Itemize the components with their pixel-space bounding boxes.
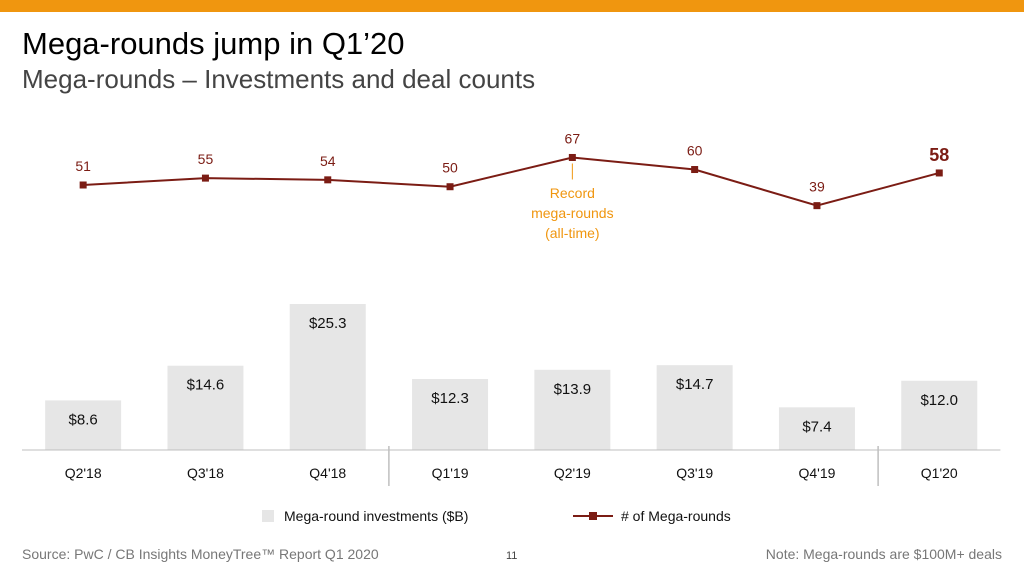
line-marker	[935, 169, 943, 177]
page-number: 11	[506, 550, 518, 562]
bar-value-label: $7.4	[802, 418, 831, 435]
bar	[901, 380, 978, 450]
bar-value-label: $14.6	[187, 377, 225, 394]
bar-value-label: $12.3	[431, 390, 469, 407]
line-value-label: 39	[809, 179, 825, 195]
bar	[167, 365, 244, 450]
line-marker	[201, 174, 209, 182]
x-tick-label: Q3'19	[676, 465, 713, 481]
legend-bar-swatch	[262, 510, 274, 522]
legend-item-investments: Mega-round investments ($B)	[262, 508, 468, 528]
slide-title: Mega-rounds jump in Q1’20	[22, 26, 405, 61]
x-axis: Q2'18 Q3'18 Q4'18 Q1'19 Q2'19 Q3'19 Q4'19 Q1'20	[22, 446, 1001, 486]
legend-label-investments: Mega-round investments ($B)	[284, 508, 469, 524]
annotation-text: (all-time)	[545, 225, 599, 241]
annotation-text: Record	[550, 185, 595, 201]
line-value-label: 50	[442, 160, 458, 176]
note-text: Note: Mega-rounds are $100M+ deals	[765, 546, 1002, 562]
annotation-text: mega-rounds	[531, 205, 614, 221]
line-marker	[324, 176, 332, 184]
line-marker	[446, 183, 454, 191]
bar-value-label: $12.0	[920, 392, 958, 409]
legend-item-mega-rounds: # of Mega-rounds	[573, 508, 731, 528]
bar	[412, 379, 489, 450]
line-value-label: 55	[198, 151, 214, 167]
x-tick-label: Q4'19	[798, 465, 835, 481]
bar-value-label: $25.3	[309, 315, 347, 332]
line-value-label: 51	[75, 158, 91, 174]
x-tick-label: Q3'18	[187, 465, 224, 481]
bar	[289, 304, 366, 450]
bar-value-label: $14.7	[676, 376, 714, 393]
line-value-label: 58	[929, 145, 949, 165]
combo-chart: $8.6 $14.6 $25.3 $12.3 $13.9 $14.7 $7.4 $12.0 Q…	[22, 130, 1001, 486]
accent-bar	[0, 0, 1024, 12]
line-value-label: 60	[687, 143, 703, 159]
bar	[778, 407, 855, 450]
line-value-label: 67	[565, 130, 581, 146]
slide-subtitle: Mega-rounds – Investments and deal count…	[22, 64, 536, 94]
bar	[656, 365, 733, 450]
line-marker	[691, 166, 699, 174]
line-series: 51 55 54 50 67 60 39 58	[75, 130, 949, 210]
x-tick-label: Q2'19	[554, 465, 591, 481]
x-tick-label: Q1'19	[432, 465, 469, 481]
mega-rounds-line	[83, 156, 940, 207]
bar-series: $8.6 $14.6 $25.3 $12.3 $13.9 $14.7 $7.4 $12.0	[45, 304, 978, 450]
x-tick-label: Q2'18	[65, 465, 102, 481]
line-marker	[79, 181, 87, 189]
bar-value-label: $8.6	[69, 411, 98, 428]
record-annotation: Record mega-rounds (all-time)	[531, 163, 614, 241]
x-tick-label: Q4'18	[309, 465, 346, 481]
line-value-label: 54	[320, 153, 336, 169]
bar-value-label: $13.9	[554, 381, 592, 398]
bar	[45, 400, 122, 450]
x-tick-label: Q1'20	[921, 465, 958, 481]
legend-line-swatch	[573, 510, 613, 522]
source-text: Source: PwC / CB Insights MoneyTree™ Rep…	[22, 546, 379, 562]
line-marker	[568, 153, 576, 161]
line-marker	[813, 202, 821, 210]
bar	[534, 369, 611, 450]
legend-label-mega-rounds: # of Mega-rounds	[621, 508, 731, 524]
